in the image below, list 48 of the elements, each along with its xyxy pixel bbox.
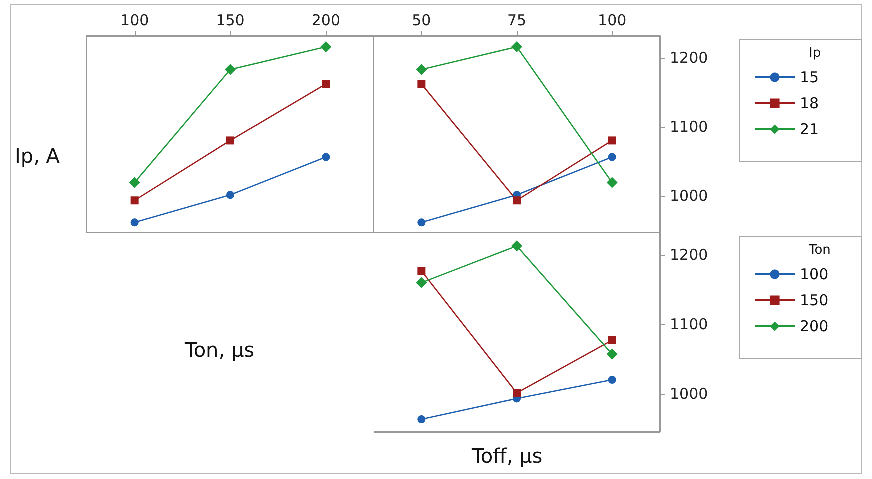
legend-label: 100: [800, 266, 829, 284]
legend-title: Ip: [809, 46, 822, 61]
point: [606, 348, 618, 360]
point: [608, 376, 616, 384]
y-tick-label: 1100: [670, 316, 708, 334]
point: [416, 64, 428, 76]
x-tick-label: 100: [120, 12, 150, 30]
x-tick-label: 150: [216, 12, 245, 30]
point: [226, 136, 234, 145]
legend-label: 21: [800, 120, 820, 138]
point: [608, 136, 616, 145]
point: [418, 416, 426, 424]
x-tick-label: 50: [412, 12, 432, 30]
point: [418, 80, 426, 88]
x-tick-label: 75: [507, 12, 527, 30]
point: [130, 218, 139, 227]
point: [322, 80, 330, 88]
point: [608, 153, 616, 162]
legend-title: Ton: [808, 243, 831, 258]
point: [512, 42, 522, 53]
point: [512, 240, 522, 252]
point: [513, 389, 521, 398]
x-tick-label: 100: [598, 12, 627, 30]
point: [130, 196, 139, 205]
point: [418, 267, 426, 276]
x-tick-label: 200: [312, 12, 340, 30]
point: [225, 64, 236, 76]
point: [608, 336, 616, 344]
legend-label: 150: [800, 292, 829, 310]
point: [322, 153, 330, 162]
point: [416, 277, 428, 288]
x-axis-title: Ton, µs: [184, 338, 255, 362]
y-tick-label: 1200: [670, 246, 708, 264]
legend-label: 15: [800, 68, 820, 86]
point: [513, 196, 521, 205]
y-tick-label: 1100: [670, 118, 708, 136]
legend-label: 18: [800, 94, 820, 112]
point: [320, 42, 332, 53]
y-tick-label: 1200: [670, 49, 708, 68]
legend-label: 200: [800, 318, 829, 336]
y-axis-title: Ip, A: [15, 144, 60, 168]
point: [418, 218, 426, 227]
y-tick-label: 1000: [670, 186, 708, 205]
point: [606, 177, 618, 188]
point: [226, 191, 234, 200]
y-tick-label: 1000: [670, 384, 708, 403]
point: [129, 177, 140, 188]
x-axis-title: Toff, µs: [471, 444, 543, 468]
